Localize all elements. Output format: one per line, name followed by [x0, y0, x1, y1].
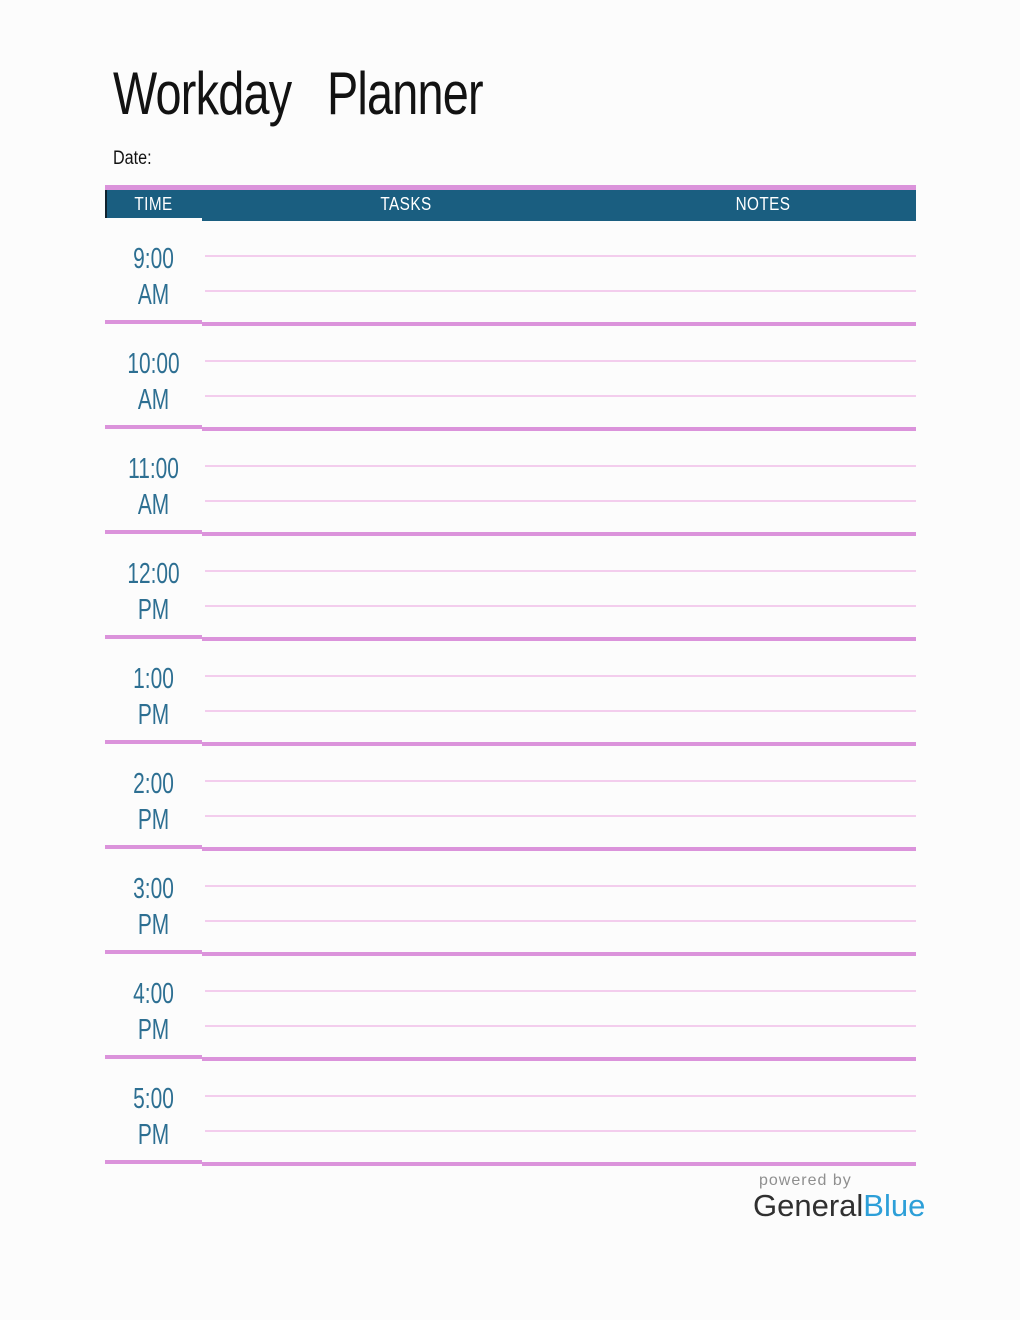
table-row: 9:00 AM — [105, 221, 916, 326]
writing-line — [205, 1025, 916, 1027]
row-divider-left — [105, 1055, 202, 1059]
time-label: 12:00 PM — [119, 556, 189, 628]
table-header-bar: TIME TASKS NOTES — [105, 190, 916, 221]
writing-line — [205, 780, 916, 782]
time-label: 10:00 AM — [119, 346, 189, 418]
row-divider-right — [202, 1162, 916, 1166]
table-top-accent-bar — [105, 185, 916, 190]
time-period: PM — [137, 1119, 170, 1151]
time-label: 3:00 PM — [119, 871, 189, 943]
writing-line — [205, 990, 916, 992]
time-value: 11:00 — [128, 453, 179, 485]
writing-line — [205, 710, 916, 712]
planner-rows: 9:00 AM 10:00 AM 11:00 — [105, 221, 916, 1166]
row-divider-right — [202, 427, 916, 431]
writing-line — [205, 255, 916, 257]
row-divider-left — [105, 845, 202, 849]
table-row: 5:00 PM — [105, 1061, 916, 1166]
time-period: AM — [137, 384, 170, 416]
row-divider-right — [202, 532, 916, 536]
row-divider-right — [202, 847, 916, 851]
row-divider-left — [105, 425, 202, 429]
brand-general: General — [753, 1188, 864, 1223]
row-divider-right — [202, 1057, 916, 1061]
writing-line — [205, 1095, 916, 1097]
time-label: 9:00 AM — [119, 241, 189, 313]
writing-line — [205, 815, 916, 817]
header-left-edge — [105, 190, 107, 218]
header-time-notch — [105, 218, 202, 221]
page-title: Workday Planner — [113, 60, 484, 127]
writing-line — [205, 885, 916, 887]
writing-line — [205, 570, 916, 572]
time-value: 5:00 — [133, 1083, 174, 1115]
table-row: 12:00 PM — [105, 536, 916, 641]
time-label: 2:00 PM — [119, 766, 189, 838]
row-divider-left — [105, 530, 202, 534]
time-period: PM — [137, 1014, 170, 1046]
time-value: 4:00 — [133, 978, 174, 1010]
general-blue-logo: GeneralBlue — [753, 1188, 925, 1224]
row-divider-right — [202, 322, 916, 326]
writing-line — [205, 500, 916, 502]
table-row: 10:00 AM — [105, 326, 916, 431]
table-row: 3:00 PM — [105, 851, 916, 956]
writing-line — [205, 395, 916, 397]
time-value: 9:00 — [133, 243, 174, 275]
writing-line — [205, 360, 916, 362]
row-divider-left — [105, 635, 202, 639]
table-row: 2:00 PM — [105, 746, 916, 851]
time-period: AM — [137, 489, 170, 521]
date-label: Date: — [113, 148, 152, 169]
column-header-notes: NOTES — [735, 194, 791, 214]
time-period: PM — [137, 699, 170, 731]
time-label: 1:00 PM — [119, 661, 189, 733]
planner-table: TIME TASKS NOTES 9:00 AM 10:00 AM — [105, 185, 916, 1171]
row-divider-right — [202, 637, 916, 641]
row-divider-left — [105, 950, 202, 954]
table-row: 4:00 PM — [105, 956, 916, 1061]
writing-line — [205, 465, 916, 467]
table-row: 11:00 AM — [105, 431, 916, 536]
writing-line — [205, 290, 916, 292]
row-divider-left — [105, 1160, 202, 1164]
row-divider-left — [105, 740, 202, 744]
time-period: PM — [137, 594, 170, 626]
time-value: 2:00 — [133, 768, 174, 800]
column-header-tasks: TASKS — [380, 194, 432, 214]
column-header-time: TIME — [134, 194, 173, 214]
row-divider-left — [105, 320, 202, 324]
writing-line — [205, 605, 916, 607]
brand-blue: Blue — [863, 1188, 926, 1223]
writing-line — [205, 920, 916, 922]
time-period: PM — [137, 909, 170, 941]
time-value: 10:00 — [127, 348, 180, 380]
writing-line — [205, 1130, 916, 1132]
powered-by-text: powered by — [759, 1172, 852, 1189]
time-label: 5:00 PM — [119, 1081, 189, 1153]
time-period: AM — [137, 279, 170, 311]
time-label: 4:00 PM — [119, 976, 189, 1048]
time-period: PM — [137, 804, 170, 836]
time-value: 3:00 — [133, 873, 174, 905]
row-divider-right — [202, 952, 916, 956]
time-value: 12:00 — [127, 558, 180, 590]
table-row: 1:00 PM — [105, 641, 916, 746]
time-label: 11:00 AM — [119, 451, 189, 523]
row-divider-right — [202, 742, 916, 746]
writing-line — [205, 675, 916, 677]
time-value: 1:00 — [133, 663, 174, 695]
